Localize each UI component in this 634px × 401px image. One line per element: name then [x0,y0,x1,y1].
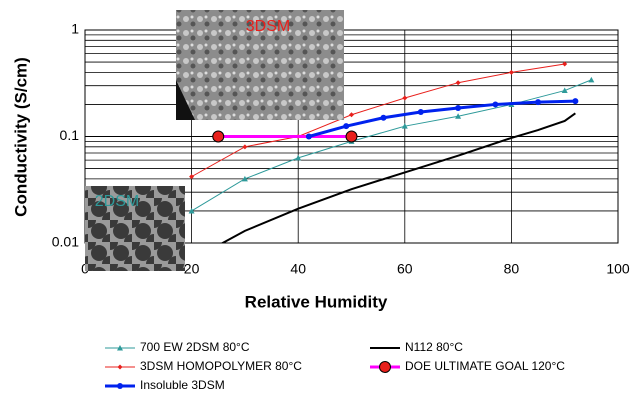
x-tick-label: 100 [606,261,630,277]
marker [562,88,568,94]
y-tick-label: 1 [71,21,79,37]
marker [242,144,247,149]
x-tick-label: 20 [184,261,200,277]
marker [118,365,123,370]
marker [380,115,386,121]
marker [588,77,594,83]
marker [455,105,461,111]
marker [189,174,194,179]
x-tick-label: 60 [397,261,413,277]
marker [492,101,498,107]
legend-label: 700 EW 2DSM 80°C [140,340,250,354]
x-tick-label: 40 [290,261,306,277]
y-tick-label: 0.01 [52,234,79,250]
x-tick-label: 80 [504,261,520,277]
series-line [218,113,575,245]
x-axis-title: Relative Humidity [245,292,388,311]
inset-2dsm: 2DSM [85,186,185,271]
marker [535,99,541,105]
marker [346,131,357,142]
marker [306,134,312,140]
marker [572,98,578,104]
inset-3dsm: 3DSM [176,10,344,120]
marker [509,70,514,75]
marker [418,109,424,115]
chart: 0.010.11020406080100 3DSM 2DSM Relative … [0,0,634,401]
legend-label: N112 80°C [405,340,463,354]
annotation: 3DSM [246,18,290,35]
legend: 700 EW 2DSM 80°C N112 80°C 3DSM HOMOPOLYME… [105,340,565,392]
legend-label: DOE ULTIMATE GOAL 120°C [405,359,565,373]
marker [213,131,224,142]
marker [456,80,461,85]
marker [380,362,391,373]
annotation: 2DSM [95,193,139,210]
marker [402,95,407,100]
legend-label: 3DSM HOMOPOLYMER 80°C [140,359,302,373]
legend-label: Insoluble 3DSM [140,378,225,392]
marker [343,123,349,129]
marker [117,383,123,389]
y-tick-label: 0.1 [60,127,80,143]
y-axis-title: Conductivity (S/cm) [11,57,30,217]
marker [349,112,354,117]
